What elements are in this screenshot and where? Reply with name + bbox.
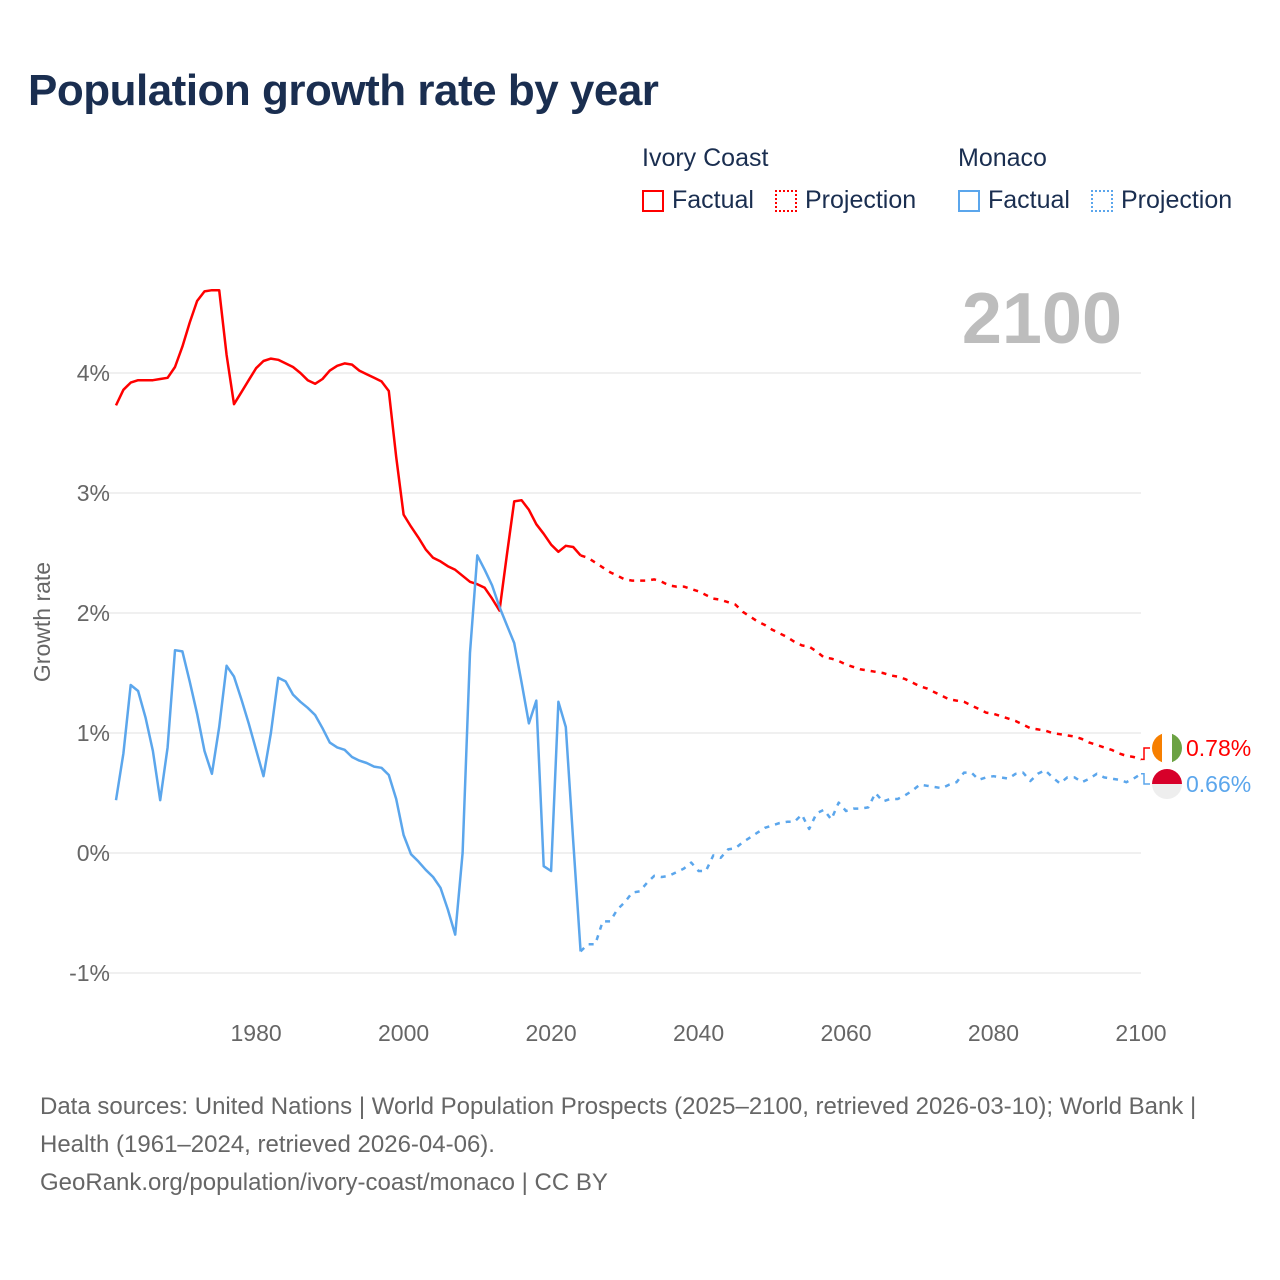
ivory-coast-flag-icon	[1152, 733, 1182, 763]
flag-stripe	[1172, 733, 1182, 763]
y-axis-label: Growth rate	[29, 562, 55, 682]
flag-stripe	[1152, 769, 1182, 784]
x-tick-label: 2080	[968, 1020, 1019, 1046]
legend-group-label: Ivory Coast	[642, 144, 769, 172]
chart-title: Population growth rate by year	[28, 66, 659, 115]
y-tick-label: 3%	[77, 480, 110, 506]
solid-swatch-icon	[642, 189, 664, 212]
legend-label: Projection	[1121, 186, 1233, 214]
legend-group-label: Monaco	[958, 144, 1047, 172]
solid-swatch-icon	[958, 189, 980, 212]
end-label-monaco: 0.66%	[1186, 771, 1251, 797]
y-tick-label: 0%	[77, 840, 110, 866]
flag-stripe	[1162, 733, 1173, 763]
legend-label: Projection	[805, 186, 917, 214]
legend-item-monaco-projection[interactable]: Projection	[1091, 186, 1232, 215]
y-tick-label: 4%	[77, 360, 110, 386]
end-label-ivory-coast: 0.78%	[1186, 735, 1251, 761]
flag-stripe	[1152, 733, 1163, 763]
source-link[interactable]: GeoRank.org/population/ivory-coast/monac…	[40, 1169, 608, 1196]
x-tick-label: 2100	[1115, 1020, 1166, 1046]
connector	[1141, 747, 1150, 761]
dotted-swatch-icon	[775, 189, 797, 212]
flag-stripe	[1152, 784, 1182, 799]
legend-item-monaco-factual[interactable]: Factual	[958, 186, 1070, 215]
series-line-monaco-projection	[579, 768, 1142, 953]
line-chart: -1% 0% 1% 2% 3% 4% 1980 2000 2020 2040 2060 2080 210…	[29, 279, 1251, 1046]
x-tick-label: 1980	[231, 1020, 282, 1046]
series-line-ivory-coast-projection	[580, 554, 1142, 761]
y-tick-label: 2%	[77, 600, 110, 626]
year-display: 2100	[962, 279, 1122, 359]
y-tick-label: -1%	[69, 960, 110, 986]
legend-item-ivory-coast-projection[interactable]: Projection	[775, 186, 916, 215]
legend-item-ivory-coast-factual[interactable]: Factual	[642, 186, 754, 215]
footer: Data sources: United Nations | World Pop…	[40, 1088, 1240, 1202]
monaco-flag-icon	[1152, 769, 1182, 799]
legend-label: Factual	[988, 186, 1070, 214]
series-line-monaco-factual	[114, 554, 582, 952]
y-tick-label: 1%	[77, 720, 110, 746]
dotted-swatch-icon	[1091, 189, 1113, 212]
data-sources: Data sources: United Nations | World Pop…	[40, 1093, 1197, 1158]
legend-label: Factual	[672, 186, 754, 214]
series-line-ivory-coast-factual	[114, 288, 582, 612]
x-tick-label: 2060	[820, 1020, 871, 1046]
x-tick-label: 2020	[525, 1020, 576, 1046]
x-tick-label: 2040	[673, 1020, 724, 1046]
connector	[1141, 773, 1150, 785]
x-tick-label: 2000	[378, 1020, 429, 1046]
